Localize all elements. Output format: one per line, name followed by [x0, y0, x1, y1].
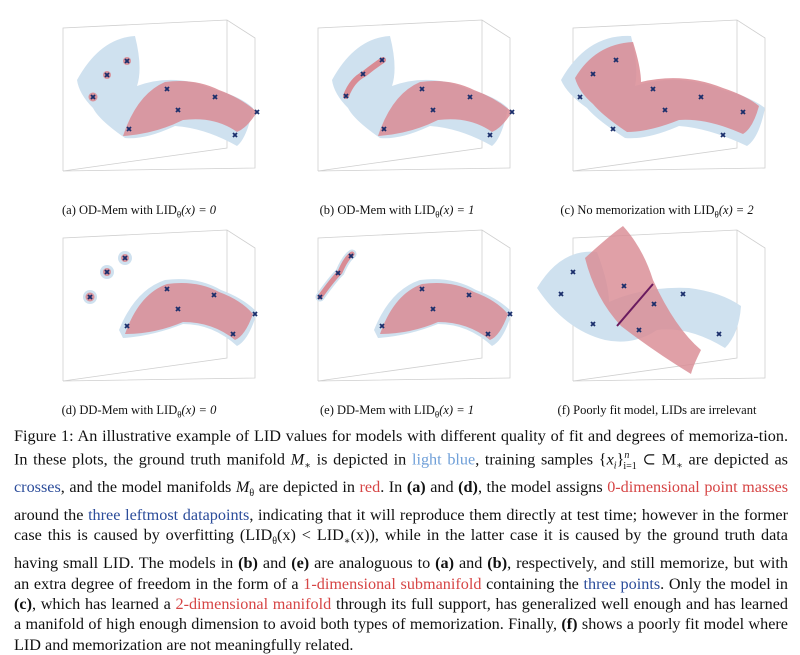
subcaption-d: (d) DD-Mem with LIDθ(x) = 0 — [61, 403, 217, 420]
subcaption-e: (e) DD-Mem with LIDθ(x) = 1 — [319, 403, 475, 420]
poorly-fit-model-plane — [585, 226, 701, 374]
panel-c-plot — [525, 8, 775, 186]
panel-b-plot — [270, 8, 520, 186]
model-manifold-patch — [123, 81, 257, 136]
panel-a-plot — [15, 8, 265, 186]
subcaption-f: (f) Poorly fit model, LIDs are irrelevan… — [557, 403, 757, 417]
caption-light-blue: light blue — [411, 450, 476, 469]
subcaption-b: (b) OD-Mem with LIDθ(x) = 1 — [319, 203, 475, 220]
panel-e-plot — [270, 218, 520, 396]
caption-red: red — [359, 478, 381, 497]
figure-caption: Figure 1: An illustrative example of LID… — [14, 427, 789, 654]
axes-box — [62, 19, 256, 172]
panel-d-plot — [15, 218, 265, 396]
caption-crosses: crosses — [14, 478, 61, 497]
subcaption-a: (a) OD-Mem with LIDθ(x) = 0 — [61, 203, 217, 220]
intersection-line — [616, 283, 654, 327]
training-samples — [90, 58, 260, 138]
subcaption-c: (c) No memorization with LIDθ(x) = 2 — [560, 203, 754, 220]
model-manifold-full — [575, 42, 759, 134]
panel-f-plot — [525, 218, 775, 396]
